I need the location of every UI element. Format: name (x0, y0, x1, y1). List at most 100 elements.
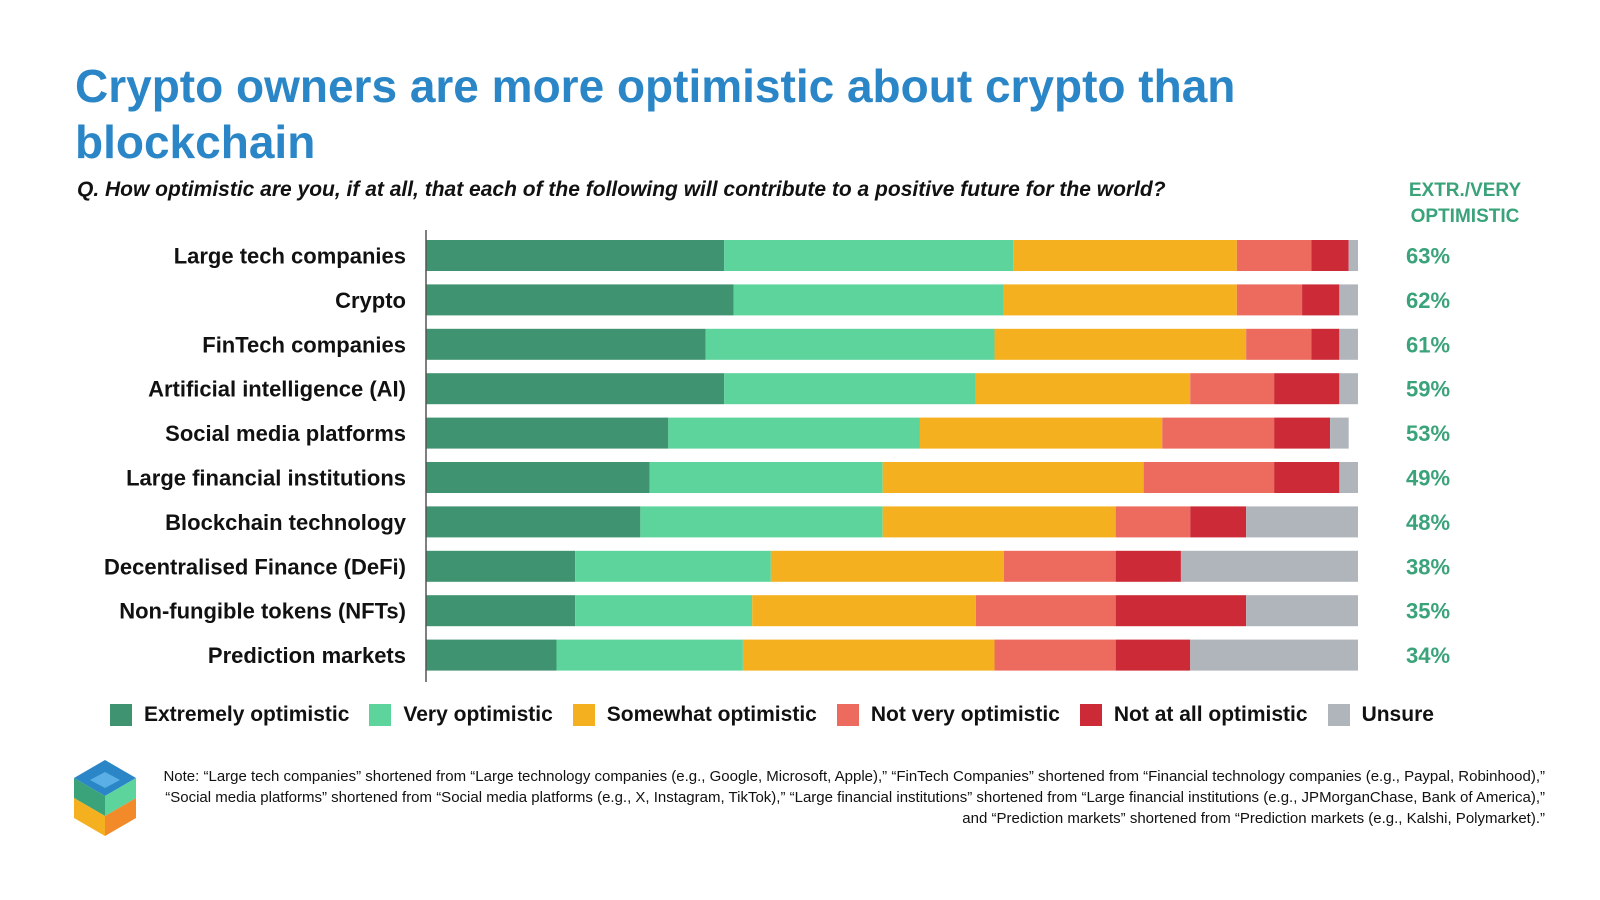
bar-segment (770, 550, 1004, 582)
bar-segment (1003, 550, 1116, 582)
category-label: Prediction markets (208, 643, 406, 668)
bar-segment (426, 595, 576, 627)
bar-segment (724, 240, 1014, 271)
legend-label: Not at all optimistic (1113, 703, 1308, 726)
category-label: Social media platforms (165, 421, 406, 446)
bar-segment (575, 550, 771, 582)
cube-logo (74, 760, 136, 836)
extr-very-value-label: 61% (1406, 332, 1450, 357)
bar-segment (1115, 595, 1247, 627)
bar-segment (1180, 550, 1358, 582)
legend-item: Very optimistic (369, 703, 553, 727)
bar-segment (975, 373, 1191, 405)
bar-segment (1013, 240, 1237, 271)
bar-segment (426, 417, 669, 449)
bar-segment (1236, 240, 1312, 271)
stacked-bar-chart: Large tech companies Crypto FinTech compan… (104, 230, 1450, 682)
bar-segment (426, 550, 576, 582)
bar-segment (668, 417, 920, 449)
bar-segment (1348, 240, 1358, 271)
bar-segment (994, 639, 1116, 671)
footnote: Note: “Large tech companies” shortened f… (163, 768, 1545, 827)
category-label: Large tech companies (174, 244, 406, 269)
bar-segment (1274, 373, 1340, 405)
legend-label: Unsure (1361, 703, 1434, 726)
extr-very-value-label: 35% (1406, 599, 1450, 624)
bar-segment (1190, 639, 1358, 671)
bar-segment (649, 462, 883, 493)
legend-label: Not very optimistic (870, 703, 1060, 726)
bar-segment (1302, 284, 1340, 316)
bar-segment (426, 284, 734, 316)
bar-segment (1311, 240, 1349, 271)
bar-segment (1246, 595, 1358, 627)
bar-segment (724, 373, 976, 405)
legend-swatch (1079, 704, 1102, 726)
bar-segment (1236, 284, 1303, 316)
bar-segment (1003, 284, 1237, 316)
bar-segment (975, 595, 1116, 627)
category-label: Large financial institutions (126, 466, 406, 491)
bar-segment (1115, 639, 1191, 671)
category-label: Non-fungible tokens (NFTs) (119, 599, 406, 624)
bar-segment (1162, 417, 1275, 449)
category-label: Artificial intelligence (AI) (148, 377, 406, 402)
legend-item: Not at all optimistic (1079, 703, 1308, 727)
bar-segment (882, 506, 1116, 538)
legend-swatch (836, 704, 859, 726)
bar-segment (1339, 284, 1358, 316)
category-label: Blockchain technology (165, 510, 407, 535)
bar-segment (752, 595, 976, 627)
bar-segment (742, 639, 995, 671)
legend-swatch (572, 704, 595, 726)
extr-very-value-label: 34% (1406, 643, 1450, 668)
chart-title: Crypto owners are more optimistic about … (75, 60, 1236, 168)
bar-segment (426, 462, 650, 493)
extr-very-value-label: 49% (1406, 466, 1450, 491)
extr-very-column-header: EXTR./VERY OPTIMISTIC (1408, 180, 1522, 227)
bar-segment (575, 595, 753, 627)
bar-segment (1190, 373, 1275, 405)
survey-question: Q. How optimistic are you, if at all, th… (77, 178, 1166, 201)
bar-segment (1143, 462, 1275, 493)
category-label: Decentralised Finance (DeFi) (104, 554, 406, 579)
bar-segment (1246, 328, 1312, 360)
bar-segment (1115, 550, 1181, 582)
bar-segment (919, 417, 1163, 449)
legend-item: Extremely optimistic (110, 703, 349, 727)
bar-segment (733, 284, 1004, 316)
legend-swatch (110, 704, 132, 726)
legend-label: Extremely optimistic (144, 703, 350, 726)
bar-segment (556, 639, 743, 671)
extr-very-value-label: 59% (1406, 377, 1450, 402)
bar-segment (1311, 328, 1340, 360)
bar-segment (1339, 373, 1358, 405)
bar-segment (882, 462, 1144, 493)
bar-segment (1115, 506, 1191, 538)
bar-segment (1190, 506, 1247, 538)
legend-item: Not very optimistic (836, 703, 1060, 727)
bar-segment (426, 639, 557, 671)
legend-label: Very optimistic (403, 703, 553, 726)
legend-label: Somewhat optimistic (606, 703, 817, 726)
bar-segment (1274, 417, 1331, 449)
legend-item: Unsure (1327, 703, 1434, 727)
bar-segment (1274, 462, 1340, 493)
legend: Extremely optimistic Very optimistic Somew… (110, 703, 1434, 727)
category-label: FinTech companies (202, 332, 406, 357)
bar-segment (426, 373, 725, 405)
bar-segment (426, 328, 706, 360)
bar-segment (1330, 417, 1349, 449)
bar-segment (640, 506, 883, 538)
legend-item: Somewhat optimistic (572, 703, 817, 727)
bar-segment (1339, 328, 1358, 360)
bar-segment (994, 328, 1247, 360)
legend-swatch (369, 704, 392, 726)
legend-swatch (1327, 704, 1350, 726)
bar-segment (426, 506, 641, 538)
bar-segment (1339, 462, 1358, 493)
category-labels: Large tech companies Crypto FinTech compan… (104, 244, 407, 669)
bar-segment (705, 328, 995, 360)
extr-very-value-label: 63% (1406, 244, 1450, 269)
bar-group (426, 240, 1358, 671)
